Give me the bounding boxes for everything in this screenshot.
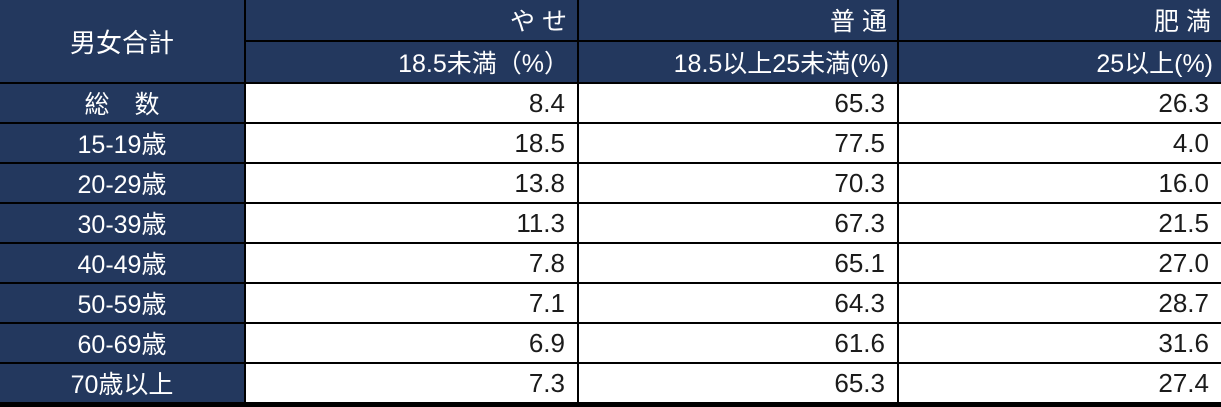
value-cell: 26.3	[897, 82, 1221, 124]
value-cell: 6.9	[244, 322, 579, 364]
value-cell: 7.1	[244, 282, 579, 324]
table-body: 総 数 8.4 65.3 26.3 15-19歳 18.5 77.5 4.0 2…	[0, 82, 1221, 407]
value-cell: 13.8	[244, 162, 579, 204]
table-row: 20-29歳 13.8 70.3 16.0	[0, 162, 1221, 204]
row-label: 総 数	[0, 82, 246, 124]
table-row: 50-59歳 7.1 64.3 28.7	[0, 282, 1221, 324]
value-cell: 8.4	[244, 82, 579, 124]
row-label: 40-49歳	[0, 242, 246, 284]
table-row: 15-19歳 18.5 77.5 4.0	[0, 122, 1221, 164]
value-cell: 27.4	[897, 362, 1221, 407]
value-cell: 65.1	[577, 242, 899, 284]
table-header: 男女合計 や せ 普 通 肥 満 18.5未満（%） 18.5以上25未満(%)…	[0, 0, 1221, 84]
row-label: 70歳以上	[0, 362, 246, 407]
column-group-yase: や せ	[244, 0, 579, 42]
column-group-futsuu: 普 通	[577, 0, 899, 42]
value-cell: 21.5	[897, 202, 1221, 244]
value-cell: 28.7	[897, 282, 1221, 324]
value-cell: 31.6	[897, 322, 1221, 364]
value-cell: 4.0	[897, 122, 1221, 164]
table-row: 30-39歳 11.3 67.3 21.5	[0, 202, 1221, 244]
value-cell: 7.8	[244, 242, 579, 284]
table-row: 総 数 8.4 65.3 26.3	[0, 82, 1221, 124]
column-sub-futsuu: 18.5以上25未満(%)	[577, 40, 899, 84]
table-row: 40-49歳 7.8 65.1 27.0	[0, 242, 1221, 284]
value-cell: 7.3	[244, 362, 579, 407]
row-label: 20-29歳	[0, 162, 246, 204]
table-row: 60-69歳 6.9 61.6 31.6	[0, 322, 1221, 364]
value-cell: 70.3	[577, 162, 899, 204]
column-sub-himan: 25以上(%)	[897, 40, 1221, 84]
corner-header-total: 男女合計	[0, 0, 246, 84]
value-cell: 77.5	[577, 122, 899, 164]
value-cell: 65.3	[577, 82, 899, 124]
value-cell: 64.3	[577, 282, 899, 324]
value-cell: 61.6	[577, 322, 899, 364]
value-cell: 11.3	[244, 202, 579, 244]
value-cell: 27.0	[897, 242, 1221, 284]
row-label: 60-69歳	[0, 322, 246, 364]
column-sub-yase: 18.5未満（%）	[245, 40, 579, 84]
column-group-himan: 肥 満	[897, 0, 1221, 42]
value-cell: 65.3	[577, 362, 899, 407]
row-label: 30-39歳	[0, 202, 246, 244]
table-row: 70歳以上 7.3 65.3 27.4	[0, 362, 1221, 407]
value-cell: 67.3	[577, 202, 899, 244]
row-label: 50-59歳	[0, 282, 246, 324]
value-cell: 18.5	[244, 122, 579, 164]
row-label: 15-19歳	[0, 122, 246, 164]
value-cell: 16.0	[897, 162, 1221, 204]
